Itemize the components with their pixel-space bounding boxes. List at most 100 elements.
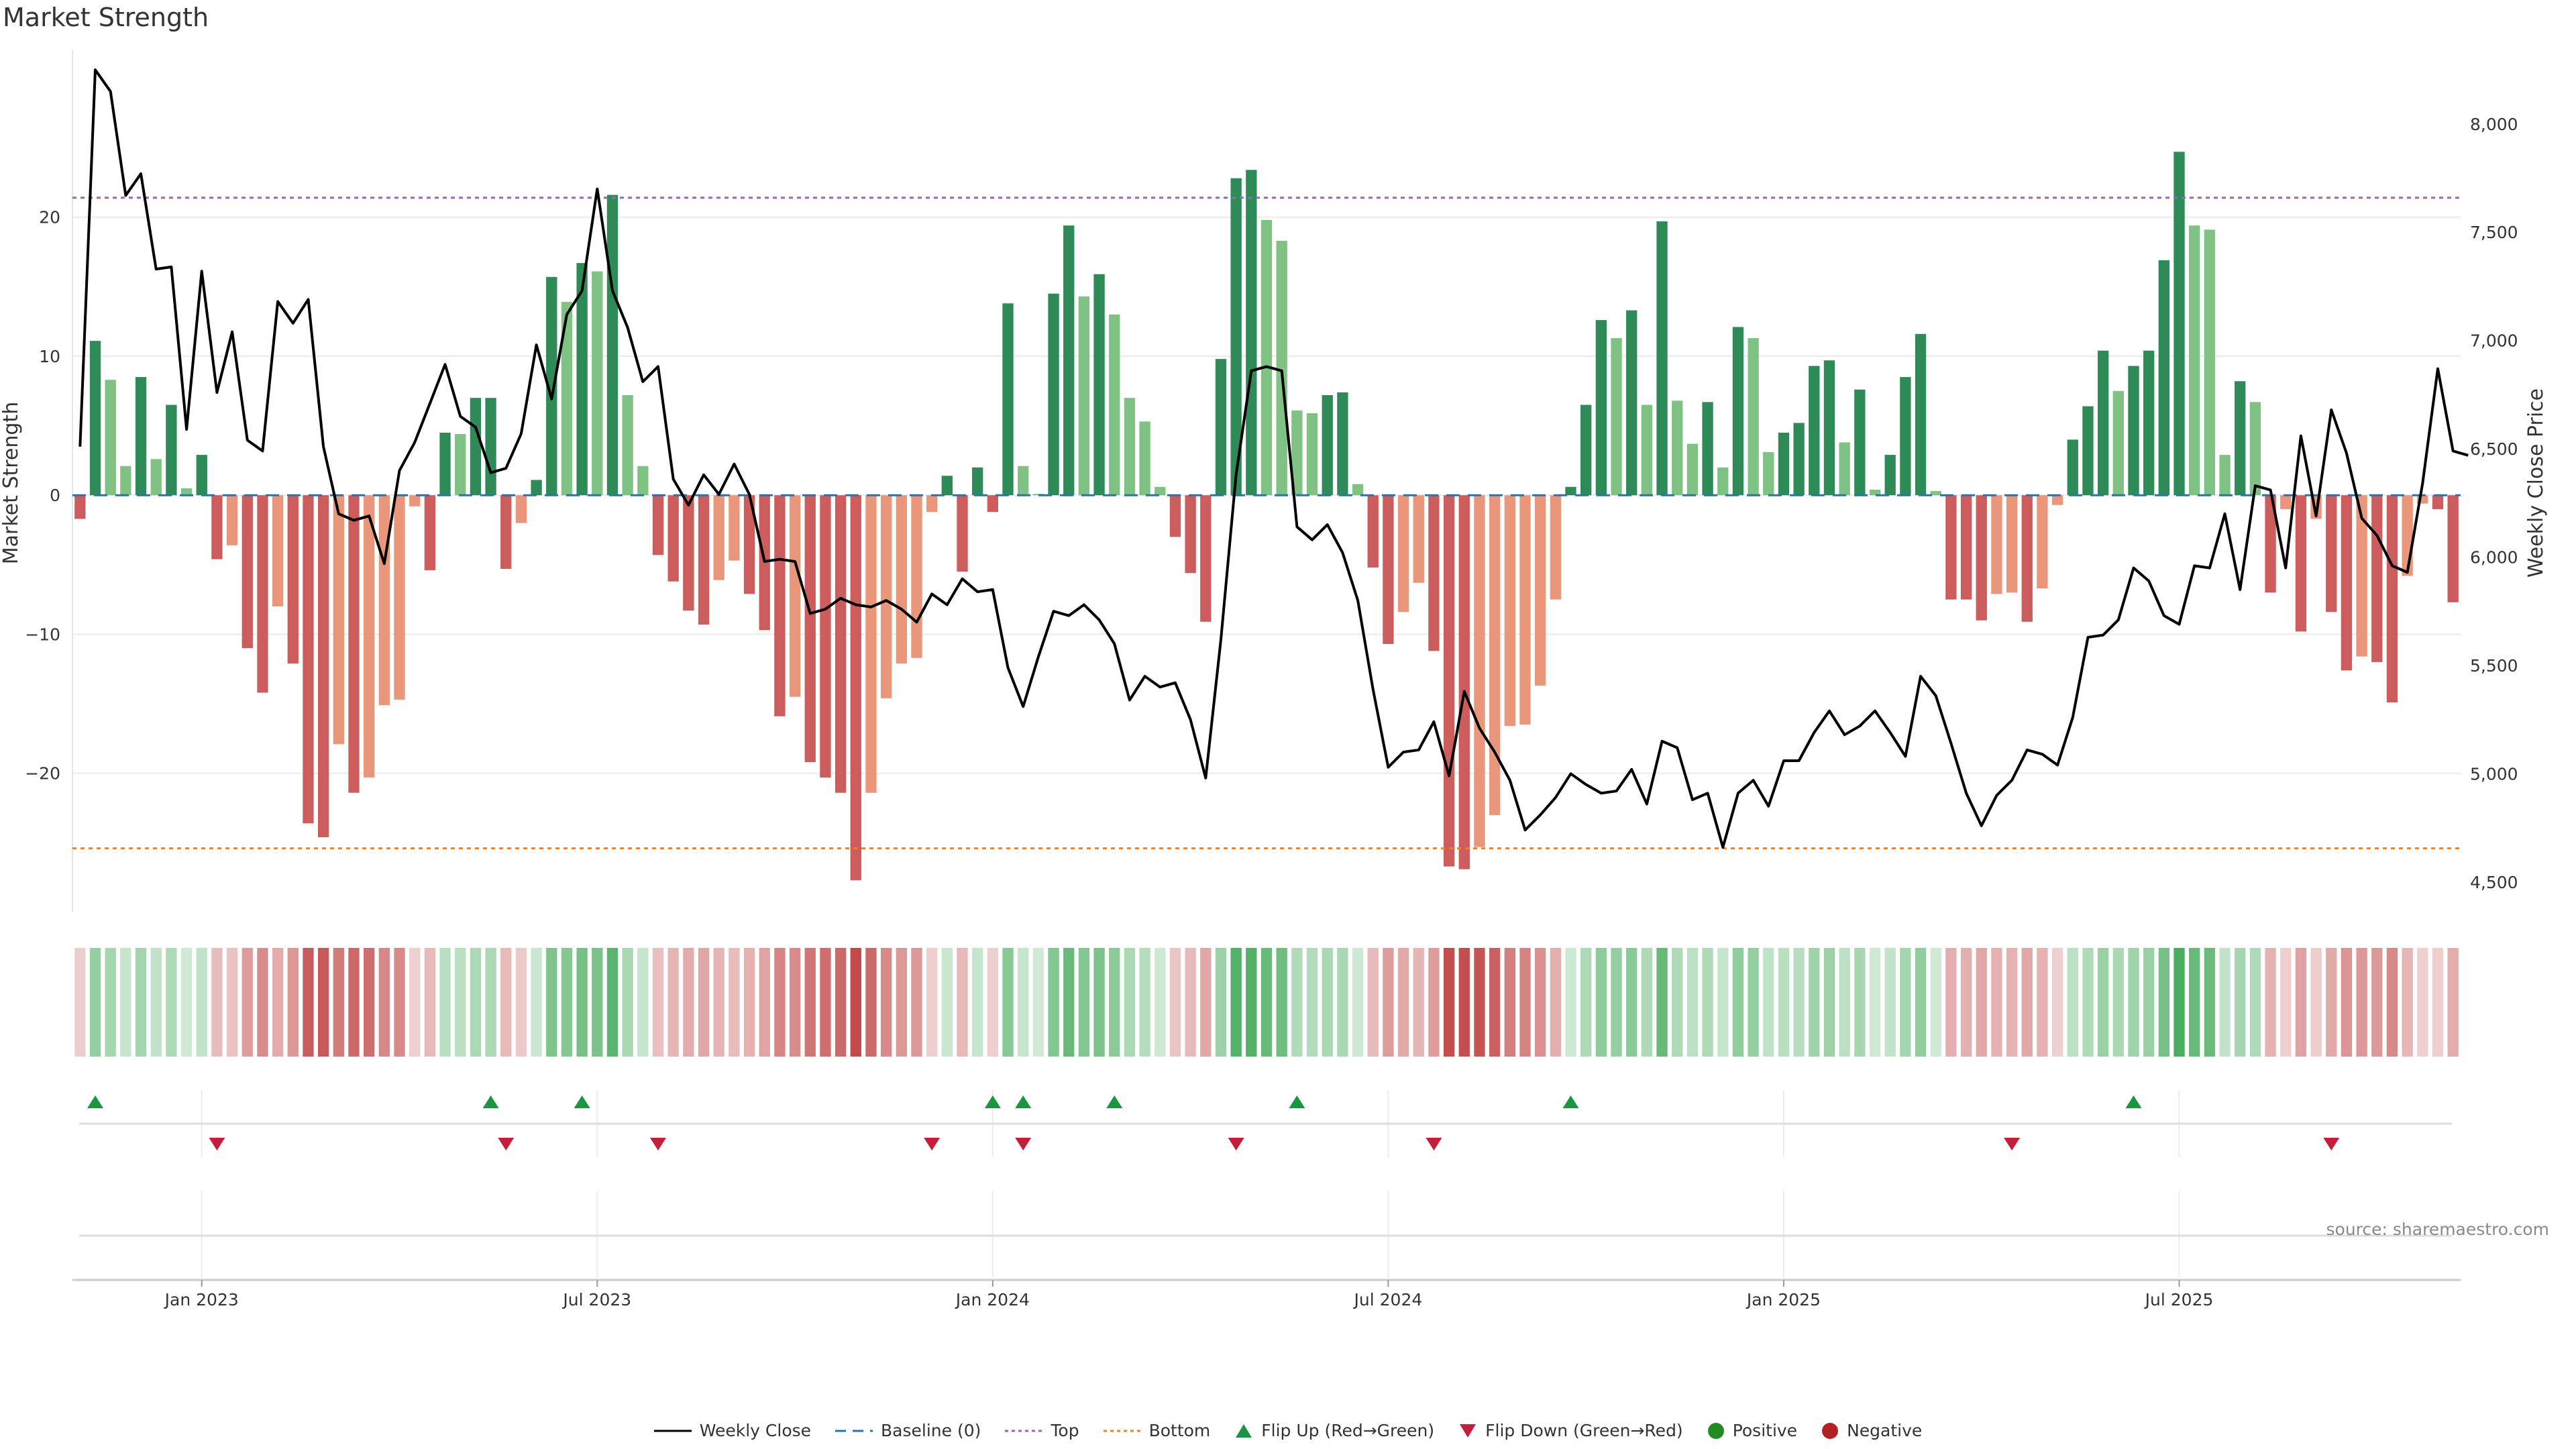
heatmap-cell <box>1884 948 1896 1057</box>
heatmap-cell <box>729 948 740 1057</box>
heatmap-cell <box>2265 948 2276 1057</box>
heatmap-cell <box>789 948 801 1057</box>
heatmap-cell <box>1976 948 1987 1057</box>
strength-bar <box>1763 451 1774 496</box>
heatmap-cell <box>2128 948 2139 1057</box>
heatmap-cell <box>865 948 877 1057</box>
heatmap-cell <box>515 948 527 1057</box>
strength-bar <box>439 432 451 496</box>
legend-top-swatch <box>1005 1430 1043 1432</box>
legend-label: Flip Down (Green→Red) <box>1485 1421 1683 1440</box>
heatmap-cell <box>820 948 831 1057</box>
heatmap-cell <box>89 948 101 1057</box>
heatmap-cell <box>272 948 284 1057</box>
y2-tick-label: 5,500 <box>2470 656 2518 676</box>
heatmap-cell <box>135 948 147 1057</box>
strength-bar <box>1793 423 1805 496</box>
strength-bar <box>2265 495 2276 593</box>
heatmap-cell <box>972 948 983 1057</box>
strength-bar <box>1063 225 1075 496</box>
circle-green-icon <box>1707 1422 1724 1439</box>
strength-bar <box>1595 320 1607 496</box>
strength-bar <box>166 405 177 496</box>
strength-bar <box>409 495 421 506</box>
heatmap-cell <box>637 948 649 1057</box>
heatmap-cell <box>743 948 755 1057</box>
strength-bar <box>1686 443 1699 496</box>
strength-bar <box>789 495 801 697</box>
strength-bar <box>561 302 573 496</box>
strength-bar <box>865 495 877 793</box>
heatmap-cell <box>1580 948 1592 1057</box>
flip-down-marker <box>924 1138 941 1150</box>
heatmap-cell <box>576 948 588 1057</box>
strength-bar <box>576 263 588 496</box>
strength-bar <box>941 476 953 496</box>
legend-label: Positive <box>1732 1421 1798 1440</box>
strength-bar <box>1322 395 1333 496</box>
y2-axis-title: Weekly Close Price <box>2524 388 2548 578</box>
strength-bar <box>729 495 740 561</box>
heatmap-cell <box>333 948 344 1057</box>
strength-bar <box>1915 333 1927 496</box>
strength-bar <box>2386 495 2398 703</box>
strength-bar <box>2174 152 2185 496</box>
strength-bar <box>1018 466 1029 496</box>
heatmap-cell <box>470 948 482 1057</box>
strength-bar <box>1428 495 1440 651</box>
x-tick-label: Jul 2025 <box>2144 1290 2214 1309</box>
strength-bar <box>1534 495 1546 686</box>
strength-bar <box>1580 405 1592 496</box>
strength-bar <box>272 495 284 607</box>
strength-bar <box>2402 495 2413 576</box>
strength-bar <box>150 459 162 496</box>
heatmap-cell <box>2204 948 2216 1057</box>
heatmap-cell <box>1504 948 1515 1057</box>
legend-label: Top <box>1051 1421 1079 1440</box>
heatmap-cell <box>226 948 238 1057</box>
x-tick-label: Jan 2025 <box>1746 1290 1821 1309</box>
heatmap-cell <box>606 948 619 1057</box>
heatmap-cell <box>911 948 922 1057</box>
y-axis-title: Market Strength <box>0 402 23 564</box>
legend-label: Flip Up (Red→Green) <box>1261 1421 1435 1440</box>
strength-bar <box>1702 402 1713 496</box>
strength-bar <box>606 195 619 496</box>
x-tick-label: Jan 2023 <box>164 1290 239 1309</box>
y2-tick-label: 7,500 <box>2470 223 2518 242</box>
strength-bar <box>1352 484 1364 496</box>
strength-bar <box>1093 274 1105 496</box>
strength-bar <box>105 380 116 496</box>
strength-bar <box>1900 377 1911 496</box>
strength-bar <box>1778 432 1790 496</box>
strength-bar <box>378 495 390 706</box>
heatmap-cell <box>850 948 861 1057</box>
strength-bar <box>835 495 847 793</box>
flip-up-marker <box>1106 1095 1123 1108</box>
strength-bar <box>1306 413 1318 496</box>
strength-bar <box>89 341 101 496</box>
strength-bar <box>622 395 633 496</box>
strength-bar <box>531 480 542 496</box>
heatmap-cell <box>1823 948 1835 1057</box>
strength-bar <box>683 495 694 611</box>
heatmap-cell <box>378 948 390 1057</box>
strength-bar <box>2295 495 2307 632</box>
legend-label: Baseline (0) <box>881 1421 981 1440</box>
y-tick-label: 20 <box>39 208 60 227</box>
heatmap-cell <box>74 948 86 1057</box>
heatmap-cell <box>1748 948 1759 1057</box>
heatmap-cell <box>2371 948 2383 1057</box>
strength-bar <box>1291 410 1303 496</box>
strength-bar <box>74 495 86 519</box>
strength-bar <box>1200 495 1212 622</box>
heatmap-cell <box>1809 948 1820 1057</box>
heatmap-cell <box>1428 948 1440 1057</box>
legend-item-flip-up: Flip Up (Red→Green) <box>1234 1421 1434 1440</box>
flip-down-marker <box>2323 1138 2340 1150</box>
strength-bar <box>987 495 999 513</box>
triangle-up-icon <box>1236 1424 1252 1438</box>
heatmap-cell <box>759 948 770 1057</box>
heatmap-cell <box>439 948 451 1057</box>
